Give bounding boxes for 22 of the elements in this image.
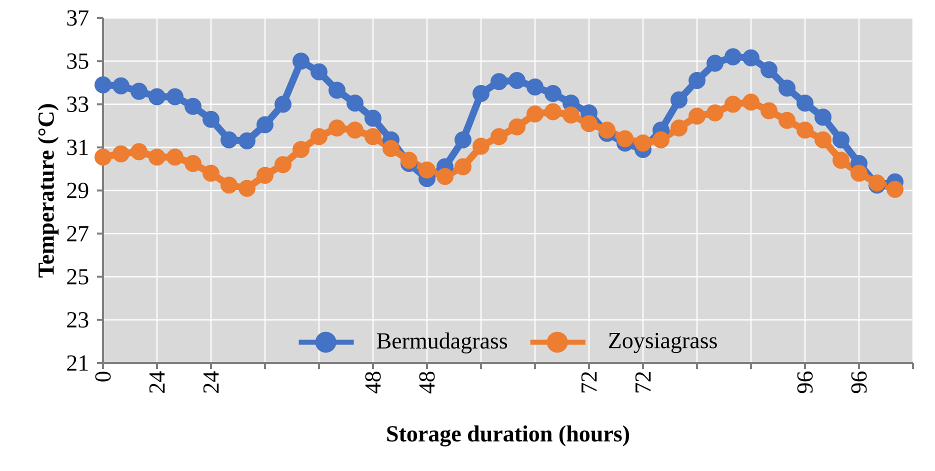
y-axis-title: Temperature (°C) <box>38 104 59 278</box>
x-tick-label: 24 <box>203 371 219 393</box>
y-tick-label: 37 <box>67 10 88 26</box>
x-tick-label: 96 <box>851 372 867 394</box>
x-tick-label: 48 <box>365 372 381 394</box>
x-tick-label: 72 <box>581 372 597 392</box>
x-tick-label: 0 <box>95 372 111 382</box>
y-tick-label: 27 <box>67 226 88 242</box>
y-tick-label: 29 <box>67 182 88 198</box>
y-tick-label: 35 <box>67 53 88 69</box>
x-tick-label: 48 <box>419 372 435 394</box>
x-tick-label: 24 <box>149 371 165 393</box>
legend-label: Zoysiagrass <box>608 332 717 354</box>
x-axis-title: Storage duration (hours) <box>387 425 629 446</box>
y-tick-label: 21 <box>67 355 88 371</box>
legend-label: Bermudagrass <box>376 332 508 354</box>
x-tick-label: 72 <box>635 372 651 392</box>
y-tick-label: 31 <box>67 140 88 156</box>
y-tick-label: 33 <box>67 96 88 112</box>
y-tick-label: 25 <box>67 269 88 284</box>
y-tick-label: 23 <box>67 312 88 328</box>
x-tick-label: 96 <box>797 372 813 394</box>
